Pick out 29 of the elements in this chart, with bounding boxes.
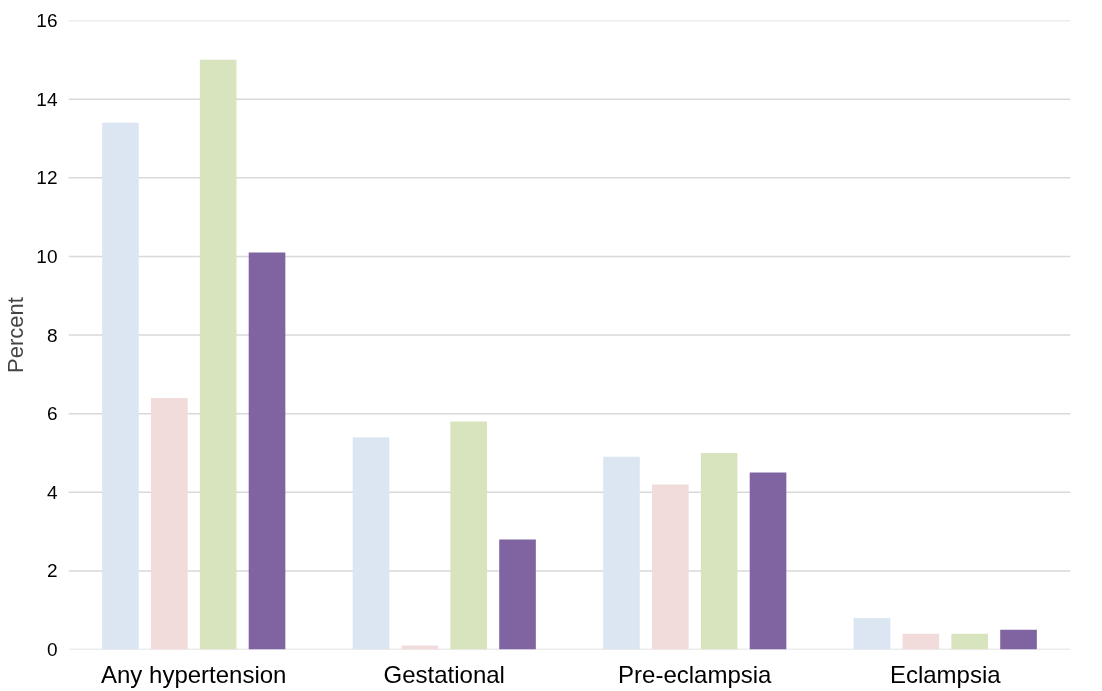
x-tick-label: Any hypertension [101, 660, 287, 688]
bar [499, 539, 536, 650]
x-tick-label: Eclampsia [889, 660, 1002, 688]
y-tick-label: 4 [46, 481, 58, 503]
y-tick-label: 10 [36, 245, 58, 267]
x-tick-label: Gestational [383, 660, 505, 688]
bar [652, 484, 689, 650]
y-tick-label: 0 [46, 639, 58, 660]
bar [902, 633, 940, 650]
y-axis-title: Percent [3, 297, 29, 373]
bar [199, 59, 237, 650]
y-tick-label: 12 [36, 167, 58, 189]
bar [951, 633, 988, 650]
y-tick-label: 2 [46, 560, 58, 582]
bar [1000, 629, 1037, 650]
bar [352, 437, 390, 650]
bar [853, 618, 891, 650]
y-tick-label: 8 [46, 324, 58, 346]
x-tick-label: Pre-eclampsia [618, 660, 773, 688]
y-tick-label: 6 [46, 403, 58, 425]
bar [749, 472, 787, 650]
bar [603, 456, 640, 650]
y-tick-label: 14 [36, 88, 58, 110]
y-tick-label: 16 [36, 10, 58, 31]
bar [102, 122, 139, 650]
bar [700, 452, 738, 650]
bar [450, 421, 487, 650]
bar [151, 397, 188, 650]
bar [248, 252, 286, 650]
